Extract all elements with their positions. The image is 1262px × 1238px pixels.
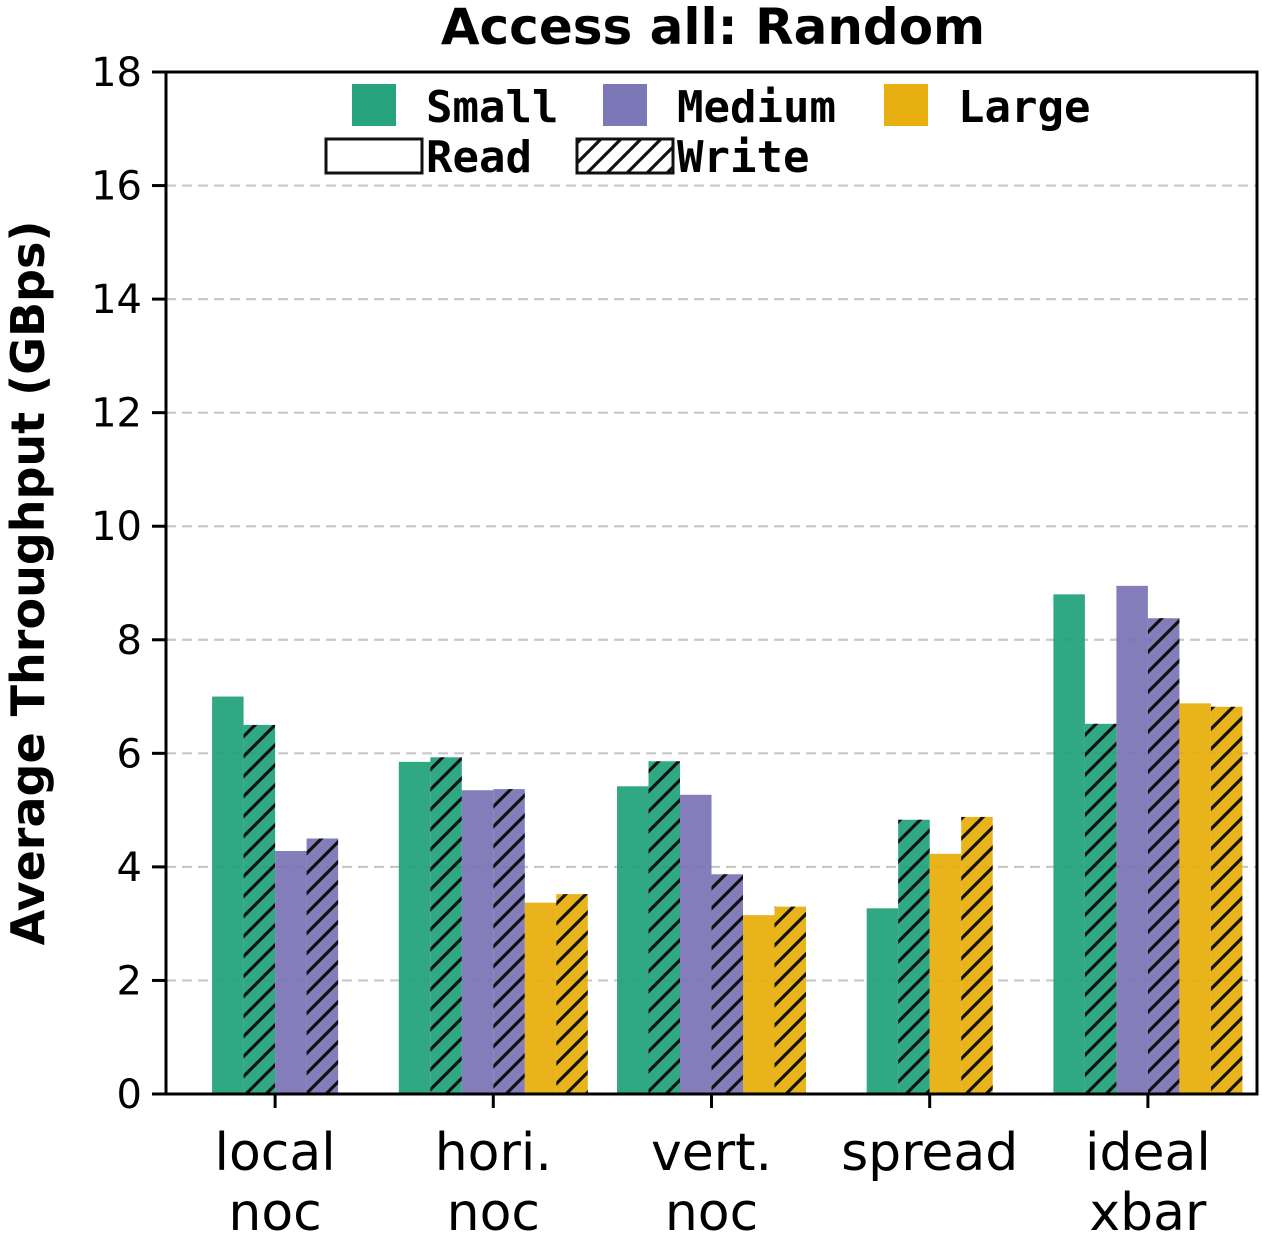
bar-large-read	[929, 853, 962, 1094]
y-tick-label: 18	[91, 50, 142, 96]
bars	[212, 585, 1243, 1094]
bar-small-read	[617, 786, 649, 1094]
y-tick-label: 10	[91, 504, 142, 550]
bar-medium-read	[275, 850, 307, 1094]
legend-swatch-large	[884, 84, 928, 126]
bar-medium-write-hatch	[306, 838, 339, 1094]
y-ticks: 0 2 4 6 8 10 12 14 16 18	[91, 50, 166, 1118]
y-tick-label: 12	[91, 391, 142, 437]
legend-swatch-read	[324, 137, 424, 175]
legend-label-small: Small	[426, 82, 558, 133]
legend: Small Medium Large Read Write	[324, 82, 1090, 183]
y-tick-label: 16	[91, 164, 142, 210]
bar-medium-write-hatch	[711, 874, 743, 1094]
bar-medium-write-hatch	[493, 789, 525, 1094]
bar-small-read	[398, 761, 431, 1094]
x-tick-label: noc	[447, 1183, 540, 1238]
x-tick-label: spread	[841, 1123, 1018, 1183]
bar-small-write-hatch	[243, 724, 276, 1094]
legend-swatch-small	[352, 84, 396, 126]
legend-label-write: Write	[677, 132, 809, 183]
x-tick-label: local	[215, 1123, 336, 1183]
bar-medium-write-hatch	[1147, 618, 1180, 1094]
bar-medium-read	[1116, 585, 1148, 1094]
x-tick-label: xbar	[1089, 1183, 1207, 1238]
bar-medium-read	[461, 790, 494, 1094]
y-axis-label: Average Throughput (GBps)	[1, 221, 55, 946]
chart-title: Access all: Random	[441, 0, 985, 56]
x-tick-label: noc	[228, 1183, 321, 1238]
y-tick-label: 8	[117, 618, 142, 664]
bar-large-write-hatch	[556, 894, 588, 1094]
legend-swatch-medium	[603, 84, 647, 126]
x-tick-label: vert.	[651, 1123, 772, 1183]
x-tick-label: hori.	[435, 1123, 552, 1183]
y-tick-label: 0	[117, 1072, 142, 1118]
bar-small-write-hatch	[898, 819, 930, 1094]
y-tick-label: 6	[117, 731, 142, 777]
bar-large-read	[1179, 703, 1211, 1094]
x-tick-label: ideal	[1085, 1123, 1211, 1183]
legend-label-medium: Medium	[677, 82, 836, 133]
bar-small-read	[866, 908, 899, 1094]
y-tick-label: 2	[117, 958, 142, 1004]
bar-small-read	[212, 696, 244, 1094]
bar-large-read	[524, 902, 557, 1094]
bar-small-write-hatch	[430, 757, 462, 1094]
bar-large-write-hatch	[1210, 706, 1243, 1094]
x-tick-label: noc	[665, 1183, 758, 1238]
bar-medium-read	[680, 794, 712, 1094]
bar-large-read	[743, 915, 775, 1094]
bar-small-write-hatch	[1084, 723, 1117, 1094]
legend-label-read: Read	[426, 132, 532, 183]
legend-label-large: Large	[958, 82, 1090, 133]
bar-large-write-hatch	[961, 816, 993, 1094]
y-tick-label: 14	[91, 277, 142, 323]
y-tick-label: 4	[117, 845, 142, 891]
bar-small-write-hatch	[648, 761, 680, 1094]
bar-small-read	[1053, 594, 1085, 1094]
bar-large-write-hatch	[774, 906, 806, 1094]
legend-swatch-hatch	[575, 137, 675, 175]
